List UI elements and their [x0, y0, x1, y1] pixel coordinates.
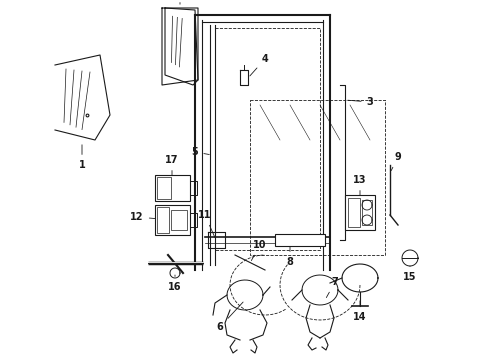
Text: 9: 9: [391, 152, 401, 171]
Bar: [275, 234, 325, 246]
Polygon shape: [55, 55, 110, 140]
Text: 15: 15: [403, 266, 417, 282]
Text: 3: 3: [348, 97, 373, 107]
Text: 14: 14: [353, 301, 367, 322]
Bar: [171, 210, 187, 230]
Bar: [155, 205, 190, 235]
Text: 4: 4: [250, 54, 269, 76]
Polygon shape: [165, 8, 198, 85]
Bar: [155, 175, 190, 201]
Text: 16: 16: [168, 275, 182, 292]
Text: 11: 11: [198, 210, 215, 238]
Text: 8: 8: [287, 246, 294, 267]
Text: 17: 17: [165, 155, 179, 185]
Text: 13: 13: [353, 175, 367, 197]
Text: 10: 10: [251, 240, 267, 261]
Text: 12: 12: [130, 212, 169, 222]
Bar: [157, 177, 171, 199]
Text: 2: 2: [176, 0, 183, 4]
Text: 1: 1: [78, 145, 85, 170]
Bar: [348, 198, 360, 227]
Text: 7: 7: [326, 277, 339, 298]
Bar: [362, 200, 372, 225]
Bar: [157, 207, 169, 233]
Text: 5: 5: [192, 147, 209, 157]
Text: 6: 6: [217, 302, 243, 332]
Bar: [345, 195, 375, 230]
